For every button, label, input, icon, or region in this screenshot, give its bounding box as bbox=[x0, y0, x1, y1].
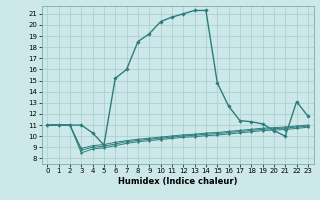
X-axis label: Humidex (Indice chaleur): Humidex (Indice chaleur) bbox=[118, 177, 237, 186]
